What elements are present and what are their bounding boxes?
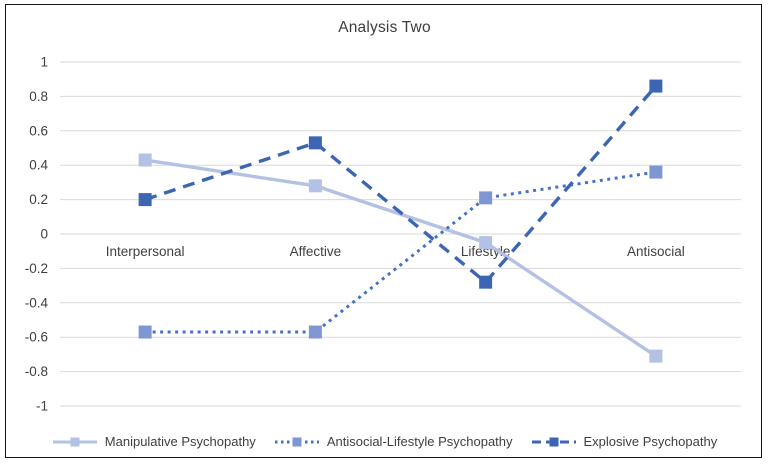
data-point-marker [308,179,322,193]
y-tick-label: -1 [36,399,48,414]
y-tick-label: -0.6 [25,330,48,345]
data-point-marker [138,153,152,167]
series-line-2 [144,84,658,285]
data-point-marker [479,236,493,250]
data-point-marker [649,349,663,363]
data-point-marker [479,191,493,205]
x-category-label: Affective [290,244,342,259]
legend-item-2: Explosive Psychopathy [531,434,718,449]
data-point-marker [479,275,493,289]
legend-line-sample [52,437,97,446]
legend-label: Explosive Psychopathy [583,434,718,449]
y-tick-label: 1 [40,55,48,70]
series-line-1 [145,170,657,334]
legend-label: Antisocial-Lifestyle Psychopathy [326,434,513,449]
chart-title: Analysis Two [338,19,431,36]
data-point-marker [649,79,663,93]
y-tick-label: 0 [40,227,48,242]
y-tick-label: 0.8 [29,89,48,104]
data-point-marker [308,325,322,339]
y-tick-label: -0.8 [25,364,48,379]
y-tick-label: 0.4 [29,158,48,173]
chart-frame [5,4,762,458]
x-category-label: Lifestyle [461,244,511,259]
legend-line-sample [531,437,576,446]
data-point-marker [138,325,152,339]
data-point-marker [308,136,322,150]
chart-legend: Manipulative Psychopathy Antisocial-Lifes… [0,434,769,449]
data-point-marker [649,165,663,179]
x-category-label: Antisocial [627,244,685,259]
y-tick-label: -0.4 [25,295,49,310]
legend-item-0: Manipulative Psychopathy [52,434,256,449]
y-tick-label: 0.2 [29,192,48,207]
series-line-0 [144,158,657,358]
y-tick-label: -0.2 [25,261,48,276]
data-point-marker [138,193,152,207]
x-category-label: Interpersonal [106,244,185,259]
legend-line-sample [274,437,319,446]
legend-label: Manipulative Psychopathy [104,434,256,449]
legend-item-1: Antisocial-Lifestyle Psychopathy [274,434,513,449]
y-tick-label: 0.6 [29,123,48,138]
